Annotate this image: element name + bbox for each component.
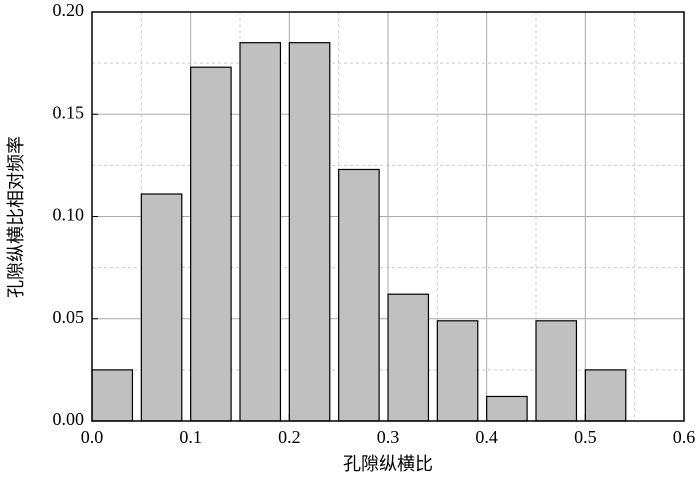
x-tick-label: 0.2 [278, 427, 301, 447]
y-tick-label: 0.15 [53, 102, 85, 122]
bar [91, 369, 134, 422]
bar [387, 293, 430, 422]
bar [288, 42, 331, 422]
y-tick-label: 0.10 [53, 205, 85, 225]
y-tick-label: 0.20 [53, 0, 85, 20]
bar [190, 66, 232, 422]
bar [140, 193, 183, 422]
bar [584, 369, 627, 422]
x-tick-label: 0.1 [179, 427, 202, 447]
x-tick-label: 0.0 [81, 427, 104, 447]
x-axis-title: 孔隙纵横比 [343, 454, 433, 474]
bar [338, 168, 380, 422]
x-tick-label: 0.5 [574, 427, 597, 447]
x-tick-label: 0.4 [475, 427, 498, 447]
y-axis-title: 孔隙纵横比相对频率 [6, 136, 26, 298]
bar [239, 42, 282, 422]
plot-frame [91, 11, 685, 422]
x-tick-label: 0.3 [377, 427, 400, 447]
bar [436, 320, 479, 422]
bar [486, 395, 528, 422]
x-tick-label: 0.6 [673, 427, 696, 447]
bar [535, 320, 578, 422]
y-tick-label: 0.05 [53, 307, 85, 327]
y-tick-label: 0.00 [53, 409, 85, 429]
